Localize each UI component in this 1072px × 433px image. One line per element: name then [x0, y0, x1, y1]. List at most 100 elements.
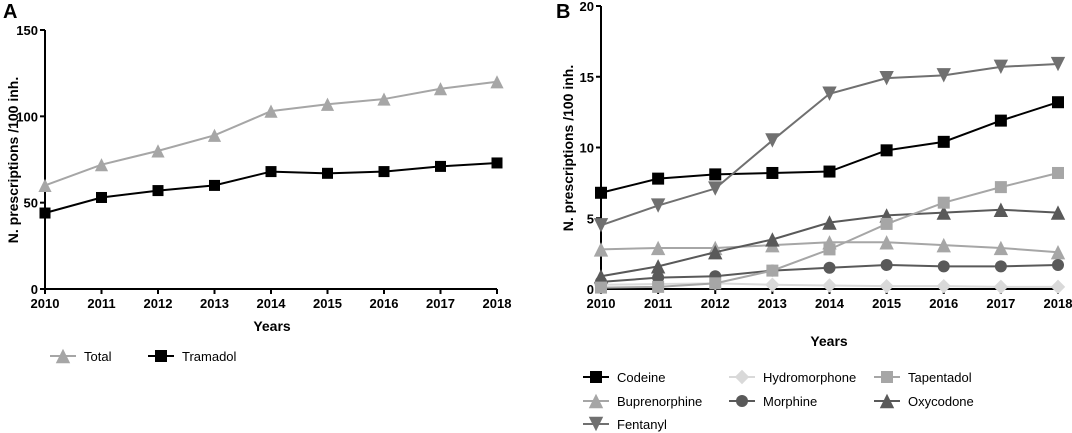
panel-b-series-line: [600, 101, 1059, 194]
panel-b-x-tick-label: 2010: [587, 296, 616, 311]
panel-a-legend-marker: [55, 348, 71, 364]
panel-a-data-point: [96, 191, 107, 203]
panel-b-data-point: [1050, 205, 1066, 220]
panel-b-x-tick-label: 2017: [986, 296, 1015, 311]
panel-b-data-point: [650, 259, 666, 274]
panel-b-data-point: [766, 166, 779, 179]
panel-b-data-point: [879, 70, 894, 86]
panel-b-legend-marker: [588, 393, 604, 409]
panel-b-data-point: [994, 260, 1007, 273]
panel-a-x-tick-label: 2017: [426, 296, 455, 311]
panel-a-letter: A: [3, 1, 17, 23]
panel-a-y-tick-label: 0: [31, 282, 38, 297]
panel-b-data-point: [1050, 56, 1066, 72]
panel-b-y-tick-label: 20: [580, 0, 594, 14]
panel-b-data-point: [766, 264, 779, 277]
panel-b-legend-marker: [734, 369, 750, 385]
panel-b-data-point: [765, 232, 780, 247]
panel-b-data-point: [823, 165, 836, 178]
panel-b-data-point: [1052, 258, 1064, 271]
panel-b-data-point: [936, 68, 951, 83]
panel-b-data-point: [1052, 166, 1064, 179]
panel-b-data-point: [593, 218, 609, 233]
panel-b-legend-marker: [879, 393, 895, 409]
panel-b-data-point: [993, 240, 1009, 256]
panel-b-data-point: [765, 277, 780, 292]
panel-a-x-tick-label: 2010: [31, 296, 60, 311]
panel-b-data-point: [993, 202, 1009, 217]
panel-b-data-point: [650, 198, 666, 213]
panel-b-data-point: [652, 271, 665, 284]
panel-a-data-point: [207, 128, 222, 142]
panel-a-data-point: [433, 82, 448, 96]
panel-b-data-point: [937, 196, 950, 209]
panel-b-data-point: [1050, 279, 1066, 295]
panel-b-x-tick-label: 2013: [758, 296, 787, 311]
panel-b-data-point: [993, 59, 1009, 75]
panel-b-data-point: [879, 278, 894, 294]
panel-a-data-point: [94, 158, 109, 172]
panel-b-legend-marker: [588, 416, 604, 432]
panel-b-data-point: [823, 243, 836, 256]
panel-a-legend-label: Tramadol: [182, 349, 237, 364]
panel-b-legend-label: Buprenorphine: [617, 394, 702, 409]
panel-b-data-point: [709, 168, 722, 181]
panel-b-data-point: [765, 133, 780, 148]
panel-a-y-tick-label: 50: [24, 196, 38, 211]
panel-b-data-point: [936, 205, 951, 220]
panel-b-data-point: [650, 240, 666, 256]
panel-a-data-point: [320, 97, 335, 111]
panel-a-data-point: [264, 104, 278, 118]
panel-b-x-tick-label: 2012: [701, 296, 730, 311]
panel-a-data-point: [209, 179, 220, 191]
panel-b-data-point: [880, 144, 893, 157]
panel-b-data-point: [593, 242, 609, 257]
panel-b-data-point: [708, 181, 723, 196]
panel-a-data-point: [152, 185, 164, 197]
panel-b-data-point: [993, 279, 1009, 295]
panel-b-legend-label: Fentanyl: [617, 417, 667, 432]
panel-b-data-point: [1052, 96, 1064, 109]
panel-b-data-point: [652, 280, 665, 293]
panel-b-legend-label: Tapentadol: [908, 370, 972, 385]
panel-a-data-point: [435, 160, 446, 172]
panel-b-data-point: [880, 217, 893, 230]
panel-b-data-point: [936, 237, 951, 253]
panel-a-x-tick-label: 2012: [144, 296, 173, 311]
panel-b-y-tick-label: 10: [580, 141, 594, 156]
panel-a-data-point: [377, 92, 391, 106]
panel-b-x-tick-label: 2016: [929, 296, 958, 311]
panel-a-x-axis-title: Years: [253, 318, 291, 334]
panel-a-data-point: [322, 167, 333, 179]
panel-b-legend-marker: [881, 371, 893, 383]
panel-b-data-point: [1050, 245, 1066, 260]
panel-a-x-tick-label: 2018: [483, 296, 512, 311]
panel-b-y-tick-label: 15: [580, 70, 594, 85]
panel-b-data-point: [708, 245, 723, 260]
panel-b-legend: Codeine Hydromorphone Tapentadol Buprenorph…: [583, 369, 974, 432]
panel-b-x-tick-label: 2011: [644, 296, 672, 311]
panel-a-legend: Total Tramadol: [50, 348, 237, 364]
chart-panel-b: 0 5 10 15 20 2010 2011 2012 2013 2014 2015 2016 2017…: [580, 0, 1072, 311]
panel-a-x-tick-label: 2014: [257, 296, 287, 311]
panel-b-legend-label: Oxycodone: [908, 394, 974, 409]
panel-a-data-point: [378, 166, 390, 178]
panel-a-legend-label: Total: [84, 349, 112, 364]
panel-a-data-point: [265, 166, 277, 178]
panel-b-data-point: [880, 258, 893, 271]
panel-b-y-axis-title: N. prescriptions /100 inh.: [560, 65, 576, 232]
panel-b-x-tick-label: 2018: [1044, 296, 1072, 311]
panel-b-x-tick-label: 2014: [815, 296, 845, 311]
panel-b-data-point: [595, 281, 607, 294]
panel-a-x-tick-label: 2015: [313, 296, 342, 311]
panel-a-data-point: [38, 178, 52, 192]
panel-b-legend-label: Morphine: [763, 394, 817, 409]
panel-a-y-axis-title: N. prescriptions /100 inh.: [5, 77, 21, 244]
panel-b-legend-label: Codeine: [617, 370, 665, 385]
panel-a-x-tick-label: 2011: [87, 296, 115, 311]
panel-a-legend-marker: [155, 350, 167, 362]
panel-b-legend-marker: [590, 371, 602, 383]
panel-b-legend-marker: [736, 395, 748, 407]
panel-a-x-tick-label: 2016: [370, 296, 399, 311]
